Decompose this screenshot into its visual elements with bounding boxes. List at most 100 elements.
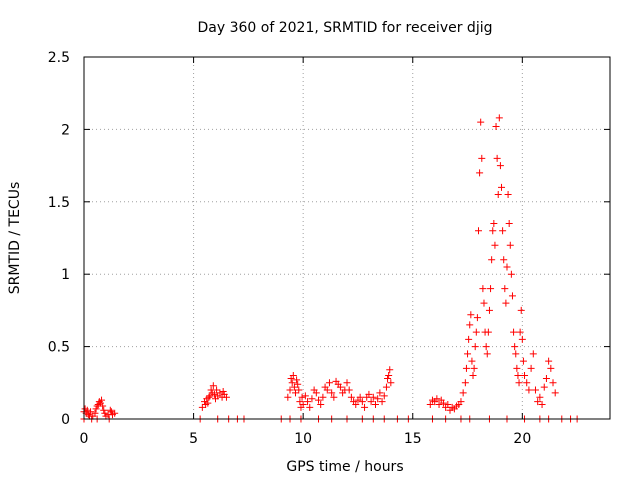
data-point [100,406,108,414]
data-point [512,350,520,358]
data-point [515,379,523,387]
data-point [484,328,492,336]
data-point [505,220,513,228]
data-point [83,406,91,414]
data-point [542,374,550,382]
plot-frame [83,56,611,420]
y-tick-label: 1 [61,267,70,283]
y-tick-label: 0.5 [48,340,70,356]
data-point [506,241,514,249]
data-point [371,401,379,409]
data-point [315,396,323,404]
data-point [485,306,493,314]
data-point [508,292,516,300]
data-point [367,398,375,406]
data-point [461,379,469,387]
data-point [376,389,384,397]
data-point [288,379,296,387]
data-point [216,389,224,397]
data-point [472,328,480,336]
data-point [517,306,525,314]
y-tick-label: 1.5 [48,195,70,211]
data-point [525,386,533,394]
x-tick-label: 10 [294,431,312,447]
data-point [382,383,390,391]
data-point [222,393,230,401]
data-point [435,401,443,409]
data-point [374,395,382,403]
data-point [361,403,369,411]
data-point [470,364,478,372]
data-point [87,408,95,416]
data-point [489,227,497,235]
x-tick-label: 20 [513,431,531,447]
data-point [516,328,524,336]
data-point [296,398,304,406]
data-point [106,406,114,414]
data-point [356,393,364,401]
data-point [219,387,227,395]
data-point [477,118,485,126]
data-point [98,396,106,404]
data-point [475,227,482,235]
data-point [213,386,221,394]
data-point [284,393,292,401]
data-point [378,398,386,406]
x-tick-label: 15 [404,431,422,447]
data-point [501,285,509,293]
axis-ticks [83,56,610,420]
data-point [476,169,484,177]
data-point [534,398,542,406]
data-point [547,364,555,372]
data-point [317,401,325,409]
data-point [426,401,434,409]
data-point [494,191,502,199]
data-point [291,389,299,397]
data-point [493,154,501,162]
data-point [492,123,500,131]
data-point [478,154,486,162]
data-point [462,364,470,372]
data-point [521,372,529,380]
data-point [523,379,531,387]
data-point [498,183,506,191]
data-point [204,399,212,407]
data-point [514,372,522,380]
data-point [319,393,327,401]
data-point [299,401,307,409]
data-point [101,409,109,417]
data-point [540,383,548,391]
data-point [198,403,206,411]
data-point [298,393,306,401]
data-point [467,311,475,319]
data-points [80,114,581,423]
data-point [345,386,353,394]
x-axis-label: GPS time / hours [286,459,403,475]
data-point [457,398,465,406]
data-point [507,270,515,278]
data-point [511,343,519,351]
data-point [308,395,316,403]
data-point [286,386,294,394]
data-point [295,386,303,394]
chart-title: Day 360 of 2021, SRMTID for receiver dji… [198,20,493,36]
data-point [293,376,301,384]
data-point [513,364,521,372]
data-point [518,335,526,343]
data-point [328,389,336,397]
data-point [500,256,508,264]
data-point [365,390,373,398]
data-point [531,386,539,394]
data-point [482,343,490,351]
data-point [527,364,535,372]
x-tick-label: 0 [80,431,89,447]
data-point [483,350,491,358]
data-point [529,350,537,358]
data-point [306,403,314,411]
data-point [551,389,559,397]
y-tick-label: 2 [61,122,70,138]
data-point [479,285,487,293]
data-point [294,380,302,388]
data-point [301,392,309,400]
